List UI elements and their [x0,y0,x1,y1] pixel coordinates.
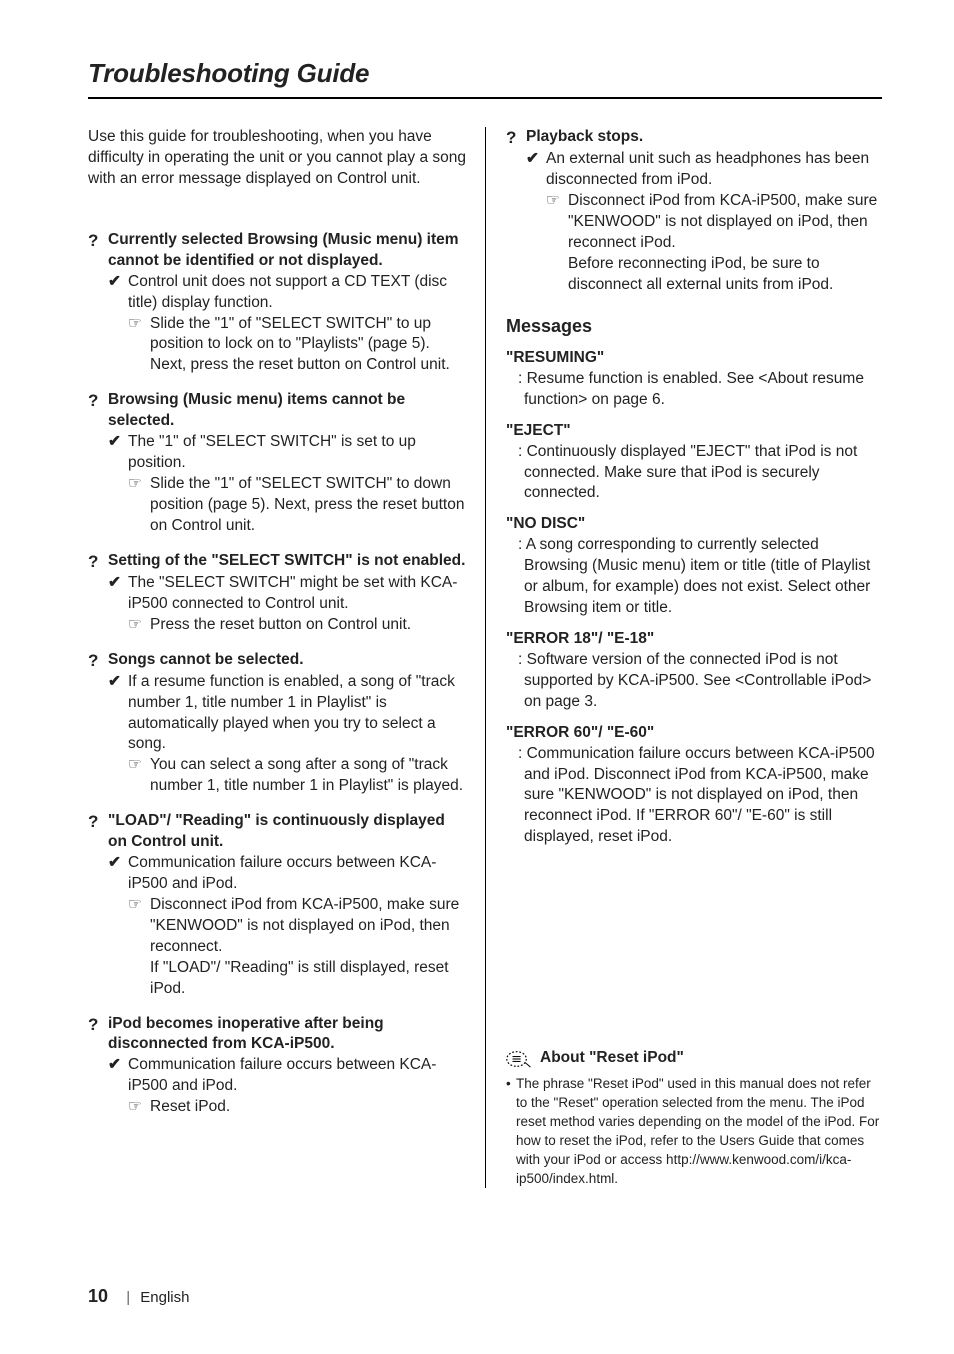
cause-text: Communication failure occurs between KCA… [128,1055,467,1097]
pointer-icon: ☞ [128,895,150,958]
check-icon: ✔ [108,573,128,615]
faq-item: ?Setting of the "SELECT SWITCH" is not e… [88,551,467,636]
message-name: "RESUMING" [506,348,882,369]
messages-heading: Messages [506,314,882,338]
solution-text: Reset iPod. [150,1097,467,1118]
question-icon: ? [506,127,526,149]
solution-text: Slide the "1" of "SELECT SWITCH" to down… [150,474,467,537]
message-item: "RESUMING" : Resume function is enabled.… [506,348,882,411]
question-icon: ? [88,551,108,573]
check-icon: ✔ [108,1055,128,1097]
faq-item: ?Browsing (Music menu) items cannot be s… [88,390,467,536]
cause-text: The "1" of "SELECT SWITCH" is set to up … [128,432,467,474]
faq-item: ?Songs cannot be selected. ✔If a resume … [88,650,467,798]
question-icon: ? [88,650,108,672]
message-body: : Communication failure occurs between K… [506,744,882,849]
cause-text: If a resume function is enabled, a song … [128,672,467,756]
left-column: Use this guide for troubleshooting, when… [88,127,485,1188]
question-text: Setting of the "SELECT SWITCH" is not en… [108,551,467,573]
intro-text: Use this guide for troubleshooting, when… [88,127,467,190]
message-body: : Software version of the connected iPod… [506,650,882,713]
question-icon: ? [88,230,108,272]
question-icon: ? [88,811,108,853]
cause-text: The "SELECT SWITCH" might be set with KC… [128,573,467,615]
message-item: "EJECT" : Continuously displayed "EJECT"… [506,421,882,505]
check-icon: ✔ [108,432,128,474]
solution-text: You can select a song after a song of "t… [150,755,467,797]
page-number: 10 [88,1286,108,1306]
pointer-icon: ☞ [128,755,150,797]
message-item: "ERROR 18"/ "E-18" : Software version of… [506,629,882,713]
faq-item: ?Playback stops. ✔An external unit such … [506,127,882,296]
question-text: "LOAD"/ "Reading" is continuously displa… [108,811,467,853]
faq-item: ?iPod becomes inoperative after being di… [88,1014,467,1119]
cause-text: An external unit such as headphones has … [546,149,882,191]
bullet-icon: • [506,1075,516,1188]
check-icon: ✔ [108,853,128,895]
pointer-icon: ☞ [128,474,150,537]
cause-text: Communication failure occurs between KCA… [128,853,467,895]
solution-extra: If "LOAD"/ "Reading" is still displayed,… [88,958,467,1000]
solution-extra: Before reconnecting iPod, be sure to dis… [506,254,882,296]
solution-text: Disconnect iPod from KCA-iP500, make sur… [150,895,467,958]
message-item: "NO DISC" : A song corresponding to curr… [506,514,882,619]
check-icon: ✔ [108,272,128,314]
solution-text: Slide the "1" of "SELECT SWITCH" to up p… [150,314,467,377]
check-icon: ✔ [108,672,128,756]
message-name: "ERROR 18"/ "E-18" [506,629,882,650]
right-column: ?Playback stops. ✔An external unit such … [485,127,882,1188]
note-text: The phrase "Reset iPod" used in this man… [516,1075,882,1188]
content-columns: Use this guide for troubleshooting, when… [88,127,882,1188]
question-text: Songs cannot be selected. [108,650,467,672]
solution-text: Press the reset button on Control unit. [150,615,467,636]
pointer-icon: ☞ [128,615,150,636]
footer-separator: | [126,1289,130,1306]
message-name: "ERROR 60"/ "E-60" [506,723,882,744]
cause-text: Control unit does not support a CD TEXT … [128,272,467,314]
message-body: : Resume function is enabled. See <About… [506,369,882,411]
pointer-icon: ☞ [128,314,150,377]
question-text: iPod becomes inoperative after being dis… [108,1014,467,1056]
message-item: "ERROR 60"/ "E-60" : Communication failu… [506,723,882,849]
question-text: Browsing (Music menu) items cannot be se… [108,390,467,432]
note-heading: About "Reset iPod" [540,1048,684,1069]
pointer-icon: ☞ [546,191,568,254]
pointer-icon: ☞ [128,1097,150,1118]
question-icon: ? [88,1014,108,1056]
solution-text: Disconnect iPod from KCA-iP500, make sur… [568,191,882,254]
question-text: Playback stops. [526,127,882,149]
message-name: "NO DISC" [506,514,882,535]
footer-language: English [140,1289,189,1306]
note-icon [506,1049,532,1069]
message-body: : A song corresponding to currently sele… [506,535,882,619]
page-footer: 10 | English [88,1284,189,1308]
check-icon: ✔ [526,149,546,191]
faq-item: ?Currently selected Browsing (Music menu… [88,230,467,376]
message-body: : Continuously displayed "EJECT" that iP… [506,442,882,505]
note-block: About "Reset iPod" • The phrase "Reset i… [506,1048,882,1188]
question-icon: ? [88,390,108,432]
faq-item: ?"LOAD"/ "Reading" is continuously displ… [88,811,467,999]
page-title: Troubleshooting Guide [88,56,882,99]
message-name: "EJECT" [506,421,882,442]
question-text: Currently selected Browsing (Music menu)… [108,230,467,272]
